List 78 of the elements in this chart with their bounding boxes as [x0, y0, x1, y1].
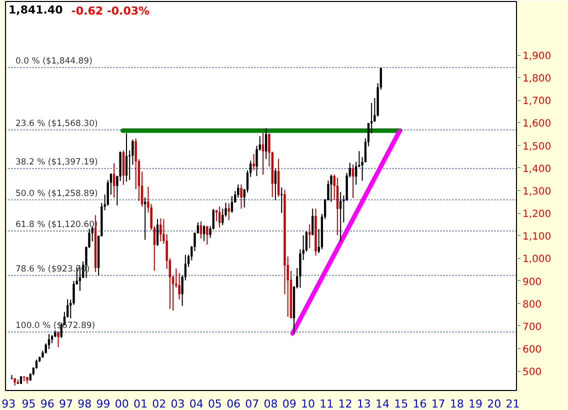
x-tick-label: 93: [2, 398, 16, 410]
x-tick-label: 07: [245, 398, 260, 410]
candlestick: [352, 164, 354, 198]
x-tick-label: 21: [506, 398, 520, 410]
x-tick-label: 96: [40, 398, 54, 410]
x-tick-label: 16: [412, 398, 427, 410]
y-tick-label: 900: [522, 276, 542, 288]
y-tick-label: 1,100: [522, 232, 552, 243]
x-tick-label: 95: [22, 398, 36, 410]
candlestick: [122, 150, 125, 186]
ref-line-label: 0.0 % ($1,844.89): [16, 56, 92, 66]
candlestick: [308, 224, 311, 249]
candlestick: [178, 272, 180, 300]
y-tick-label: 1,700: [522, 96, 552, 108]
x-tick-label: 12: [338, 398, 352, 410]
candlestick: [125, 132, 128, 182]
x-tick-label: 03: [170, 398, 185, 410]
y-tick-label: 1,300: [522, 186, 552, 198]
y-tick-label: 800: [522, 299, 542, 310]
x-tick-label: 17: [431, 398, 446, 410]
y-tick-label: 1,800: [522, 74, 552, 85]
candlestick: [112, 162, 116, 198]
candlestick: [206, 226, 208, 245]
candlestick: [262, 132, 264, 176]
x-tick-label: 11: [320, 398, 334, 410]
candlestick: [274, 168, 276, 201]
chart-subtitle: -0.62 -0.03%: [71, 4, 150, 18]
candlestick: [228, 202, 230, 221]
candlestick: [277, 158, 280, 198]
y-tick-label: 1,500: [522, 141, 552, 152]
candlestick: [57, 330, 60, 348]
ref-line-label: 23.6 % ($1,568.30): [16, 118, 98, 129]
x-tick-label: 18: [450, 398, 464, 410]
x-tick-label: 14: [375, 398, 390, 410]
candlestick: [339, 192, 342, 242]
candlestick: [156, 218, 159, 246]
x-tick-label: 04: [189, 398, 204, 410]
candlestick: [336, 177, 339, 236]
candlestick: [218, 206, 221, 228]
candlestick: [280, 186, 283, 214]
x-tick-label: 99: [96, 398, 110, 410]
y-tick-label: 1,400: [522, 164, 552, 175]
candlestick: [160, 218, 162, 242]
y-tick-label: 600: [522, 344, 542, 356]
x-tick-label: 02: [152, 398, 166, 410]
x-tick-label: 20: [487, 398, 502, 410]
x-tick-label: 06: [226, 398, 241, 410]
x-tick-label: 15: [394, 398, 408, 410]
candlestick: [48, 334, 50, 350]
y-tick-label: 500: [522, 367, 542, 378]
chart-title: 1,841.40: [8, 4, 64, 16]
candlestick: [200, 220, 202, 240]
candlestick: [202, 224, 206, 242]
x-tick-label: 97: [59, 398, 74, 410]
candlestick: [252, 153, 255, 171]
candlestick: [240, 184, 242, 210]
x-tick-label: 00: [114, 398, 129, 410]
candlestick: [312, 208, 314, 236]
y-tick-label: 1,900: [522, 51, 552, 62]
y-tick-label: 1,000: [522, 254, 552, 266]
candlestick: [144, 196, 146, 240]
ref-line-label: 50.0 % ($1,258.89): [16, 188, 98, 199]
x-tick-label: 08: [264, 398, 278, 410]
x-tick-label: 10: [301, 398, 316, 410]
candlestick: [330, 174, 332, 202]
x-tick-label: 98: [78, 398, 92, 410]
x-tick-label: 19: [468, 398, 483, 410]
x-tick-label: 09: [282, 398, 296, 410]
y-tick-label: 1,600: [522, 118, 552, 130]
y-tick-label: 700: [522, 322, 542, 333]
x-tick-label: 05: [208, 398, 222, 410]
candlestick: [230, 195, 234, 214]
x-tick-label: 13: [356, 398, 371, 410]
x-tick-label: 01: [133, 398, 148, 410]
ref-line-label: 38.2 % ($1,397.19): [16, 158, 98, 168]
y-tick-label: 1,200: [522, 209, 552, 220]
candlestick: [237, 184, 240, 198]
candlestick: [265, 128, 268, 160]
